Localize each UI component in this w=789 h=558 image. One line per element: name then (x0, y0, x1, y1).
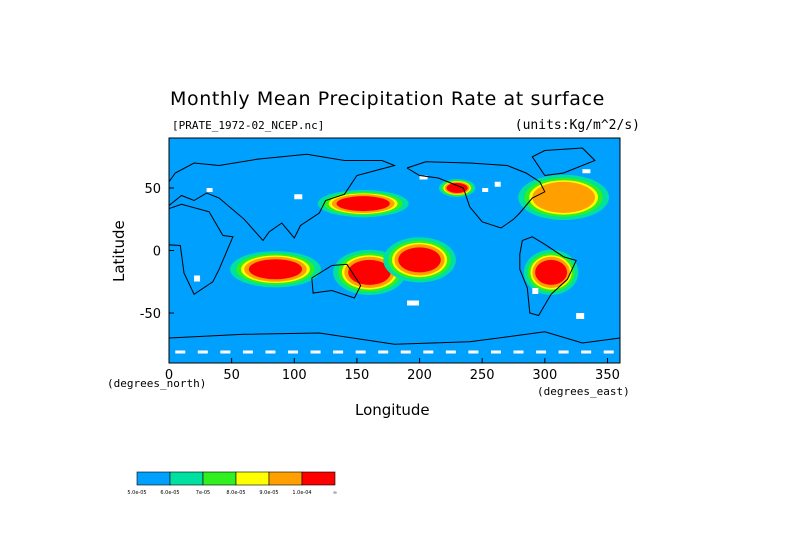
x-tick-label: 200 (407, 368, 432, 383)
legend-label-2: 7e-05 (196, 490, 210, 496)
y-axis-label: Latitude (110, 220, 128, 282)
precip-region-1 (398, 247, 441, 273)
legend-label-1: 6.0e-05 (160, 490, 179, 496)
missing-data-patch (294, 194, 303, 200)
missing-data-patch (482, 188, 489, 192)
legend-swatch-1 (169, 471, 204, 486)
missing-data-patch (494, 181, 501, 187)
coastline-2 (311, 263, 362, 299)
x-tick-label: 50 (223, 368, 240, 383)
legend-label-4: 9.0e-05 (259, 490, 278, 496)
missing-data-patch (423, 350, 434, 354)
x-tick-label: 350 (595, 368, 620, 383)
missing-data-patch (288, 350, 299, 354)
chart-title: Monthly Mean Precipitation Rate at surfa… (170, 88, 605, 110)
legend-label-3: 8.0e-05 (226, 490, 245, 496)
precip-region-0 (348, 259, 391, 285)
missing-data-patch (407, 300, 420, 306)
x-tick-label: 250 (470, 368, 495, 383)
legend-swatch-5 (301, 471, 336, 486)
missing-data-patch (333, 350, 344, 354)
precip-region-3 (535, 259, 568, 285)
missing-data-patch (310, 350, 321, 354)
units-subtitle: (units:Kg/m^2/s) (514, 118, 640, 133)
coastline-5 (531, 147, 596, 176)
missing-data-patch (582, 169, 591, 174)
coastline-6 (169, 331, 620, 345)
missing-data-patch (558, 350, 569, 354)
precipitation-field (169, 138, 620, 363)
x-tick-label: 100 (282, 368, 307, 383)
missing-data-patch (265, 350, 276, 354)
legend-label-6: ∞ (333, 490, 337, 496)
missing-data-patch (532, 288, 539, 294)
missing-data-patch (242, 350, 253, 354)
precip-region-4 (336, 196, 390, 212)
coastline-4 (519, 236, 577, 317)
missing-data-patch (197, 350, 208, 354)
legend-swatch-3 (235, 471, 270, 486)
y-tick-label: 50 (144, 182, 161, 197)
missing-data-patch (378, 350, 389, 354)
coastline-1 (169, 153, 397, 242)
precip-region-5 (446, 183, 468, 193)
missing-data-patch (194, 275, 201, 282)
missing-data-patch (490, 350, 501, 354)
axes: 0 50 100 150 200 250 300 350 50 0 -50 (140, 182, 620, 383)
legend-label-5: 1.0e-04 (292, 490, 311, 496)
legend-swatch-4 (268, 471, 303, 486)
precip-region-6 (537, 184, 591, 210)
x-tick-label: 150 (345, 368, 370, 383)
coastline-3 (406, 161, 546, 229)
missing-data-patch (513, 350, 524, 354)
legend-swatch-2 (202, 471, 237, 486)
missing-data-patch (175, 350, 186, 354)
missing-data-patch (355, 350, 366, 354)
x-tick-label: 0 (165, 368, 173, 383)
x-axis-label: Longitude (355, 401, 430, 419)
missing-data-patch (581, 350, 592, 354)
y-tick-label: -50 (140, 307, 161, 322)
missing-data-patch (206, 188, 213, 192)
coastlines (169, 147, 620, 345)
missing-data-patch (400, 350, 411, 354)
missing-data-patch (536, 350, 547, 354)
missing-data-patch (419, 175, 428, 180)
coastline-0 (169, 203, 234, 296)
missing-data-patch (445, 350, 456, 354)
missing-data-patch (468, 350, 479, 354)
legend-label-0: 5.0e-05 (127, 490, 146, 496)
missing-data-patch (220, 350, 231, 354)
missing-data-patch (576, 313, 585, 319)
file-name-subtitle: [PRATE_1972-02_NCEP.nc] (172, 119, 325, 132)
x-units-right: (degrees_east) (537, 385, 630, 398)
x-units-left: (degrees_north) (107, 377, 207, 390)
precip-region-2 (248, 259, 303, 280)
legend-swatch-0 (136, 471, 171, 486)
missing-data-patch (603, 350, 614, 354)
legend: 5.0e-05 6.0e-05 7e-05 8.0e-05 9.0e-05 1.0e-04… (127, 471, 337, 496)
x-tick-label: 300 (532, 368, 557, 383)
y-tick-label: 0 (153, 245, 161, 260)
